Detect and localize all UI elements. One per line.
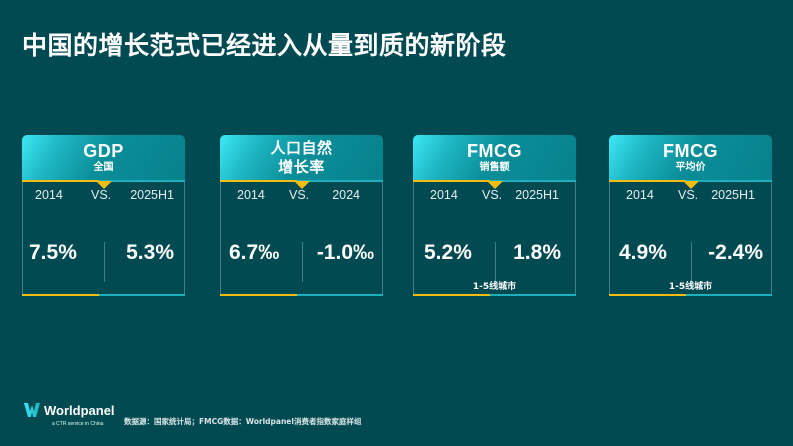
triangle-pointer-icon <box>682 181 699 189</box>
vs-label: VS. <box>482 188 503 202</box>
metric-card-population: 人口自然 增长率 2014 VS. 2024 6.7‰ -1.0‰ <box>220 135 383 296</box>
card-title: 人口自然 <box>270 139 333 157</box>
card-title: FMCG <box>663 141 718 161</box>
value-divider <box>301 242 303 282</box>
logo-tagline: a CTR service in China <box>52 421 104 427</box>
value-right: -2.4% <box>708 241 763 264</box>
year-left: 2014 <box>626 188 654 202</box>
year-left: 2014 <box>35 188 63 202</box>
vs-label: VS. <box>289 188 310 202</box>
value-right: 1.8% <box>513 241 561 264</box>
card-subtitle: 增长率 <box>278 158 325 176</box>
card-header: GDP 全国 <box>22 135 185 181</box>
worldpanel-w-icon <box>24 403 40 417</box>
value-left: 7.5% <box>29 241 77 264</box>
value-left: 4.9% <box>619 241 667 264</box>
value-divider <box>103 242 105 282</box>
card-subtitle: 销售额 <box>479 162 510 173</box>
bottom-bar <box>609 294 772 296</box>
vs-label: VS. <box>678 188 699 202</box>
card-header: FMCG 平均价 <box>609 135 772 181</box>
value-left: 5.2% <box>424 241 472 264</box>
metric-card-fmcg-sales: FMCG 销售额 2014 VS. 2025H1 5.2% 1.8% 1-5线城… <box>413 135 576 296</box>
page-title: 中国的增长范式已经进入从量到质的新阶段 <box>22 31 507 60</box>
card-title: FMCG <box>467 141 522 161</box>
card-subtitle: 平均价 <box>675 162 706 173</box>
data-source-note: 数据源：国家统计局；FMCG数据：Worldpanel消费者指数家庭样组 <box>124 417 362 426</box>
city-tier-note: 1-5线城市 <box>668 282 713 292</box>
card-header: 人口自然 增长率 <box>220 135 383 181</box>
year-right: 2024 <box>332 188 360 202</box>
value-divider <box>494 242 496 282</box>
value-divider <box>690 242 692 282</box>
vs-label: VS. <box>91 188 112 202</box>
year-right: 2025H1 <box>711 188 755 202</box>
card-subtitle: 全国 <box>93 162 114 173</box>
card-body: 2014 VS. 2025H1 4.9% -2.4% 1-5线城市 <box>609 182 772 294</box>
card-body: 2014 VS. 2025H1 7.5% 5.3% <box>22 182 185 294</box>
year-right: 2025H1 <box>515 188 559 202</box>
card-body: 2014 VS. 2025H1 5.2% 1.8% 1-5线城市 <box>413 182 576 294</box>
bottom-bar <box>22 294 185 296</box>
metric-card-gdp: GDP 全国 2014 VS. 2025H1 7.5% 5.3% <box>22 135 185 296</box>
triangle-pointer-icon <box>293 181 310 189</box>
city-tier-note: 1-5线城市 <box>472 282 517 292</box>
logo-name: Worldpanel <box>44 403 115 418</box>
year-left: 2014 <box>430 188 458 202</box>
year-left: 2014 <box>237 188 265 202</box>
value-right: 5.3% <box>126 241 174 264</box>
year-right: 2025H1 <box>130 188 174 202</box>
metric-card-fmcg-price: FMCG 平均价 2014 VS. 2025H1 4.9% -2.4% 1-5线… <box>609 135 772 296</box>
triangle-pointer-icon <box>95 181 112 189</box>
triangle-pointer-icon <box>486 181 503 189</box>
value-right: -1.0‰ <box>316 241 374 264</box>
bottom-bar <box>220 294 383 296</box>
card-body: 2014 VS. 2024 6.7‰ -1.0‰ <box>220 182 383 294</box>
card-title: GDP <box>83 141 124 161</box>
card-header: FMCG 销售额 <box>413 135 576 181</box>
bottom-bar <box>413 294 576 296</box>
value-left: 6.7‰ <box>229 241 280 264</box>
